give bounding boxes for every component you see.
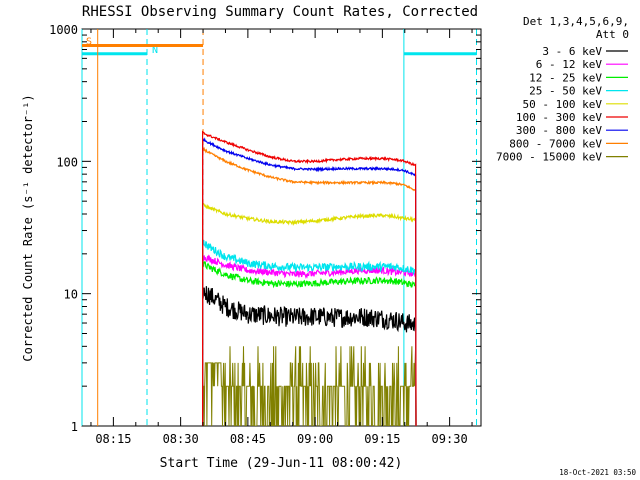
legend-header-line-1: Det 1,3,4,5,6,9, — [523, 15, 629, 28]
x-tick-label: 08:15 — [95, 432, 131, 446]
footer-timestamp: 18-Oct-2021 03:50 — [559, 468, 636, 477]
series-line — [202, 239, 417, 426]
chart-title: RHESSI Observing Summary Count Rates, Co… — [82, 4, 478, 20]
series-line — [202, 261, 417, 426]
night-state-label: N — [152, 45, 158, 56]
legend-label: 50 - 100 keV — [523, 98, 603, 111]
legend-label: 12 - 25 keV — [529, 71, 602, 84]
legend-label: 3 - 6 keV — [542, 45, 602, 58]
y-axis-label: Corrected Count Rate (s⁻¹ detector⁻¹) — [21, 94, 35, 361]
series-line — [202, 146, 417, 426]
legend-label: 6 - 12 keV — [536, 58, 603, 71]
x-tick-label: 08:45 — [230, 432, 266, 446]
legend-header-line-2: Att 0 — [596, 28, 629, 41]
x-tick-label: 08:30 — [163, 432, 199, 446]
attenuator-state-label: S — [86, 37, 92, 48]
series-line — [202, 202, 417, 426]
series-line — [202, 137, 417, 426]
y-tick-label: 100 — [56, 155, 78, 169]
y-tick-label: 1 — [71, 420, 78, 434]
plot-area: N S 08:15 08:30 08:45 09:00 09:15 09:30 1 10 100 1… — [49, 23, 482, 446]
x-tick-label: 09:00 — [297, 432, 333, 446]
legend-label: 25 - 50 keV — [529, 85, 602, 98]
plot-frame — [81, 28, 482, 427]
y-tick-label: 10 — [64, 288, 78, 302]
legend-label: 300 - 800 keV — [516, 124, 602, 137]
legend-label: 800 - 7000 keV — [509, 137, 602, 150]
legend-label: 7000 - 15000 keV — [496, 151, 602, 164]
x-tick-label: 09:15 — [364, 432, 400, 446]
series-line — [202, 130, 417, 426]
series-line — [202, 281, 417, 426]
legend-label: 100 - 300 keV — [516, 111, 602, 124]
y-tick-label: 1000 — [49, 23, 78, 37]
x-axis-label: Start Time (29-Jun-11 08:00:42) — [160, 456, 403, 471]
series-line — [202, 346, 417, 426]
x-tick-label: 09:30 — [432, 432, 468, 446]
